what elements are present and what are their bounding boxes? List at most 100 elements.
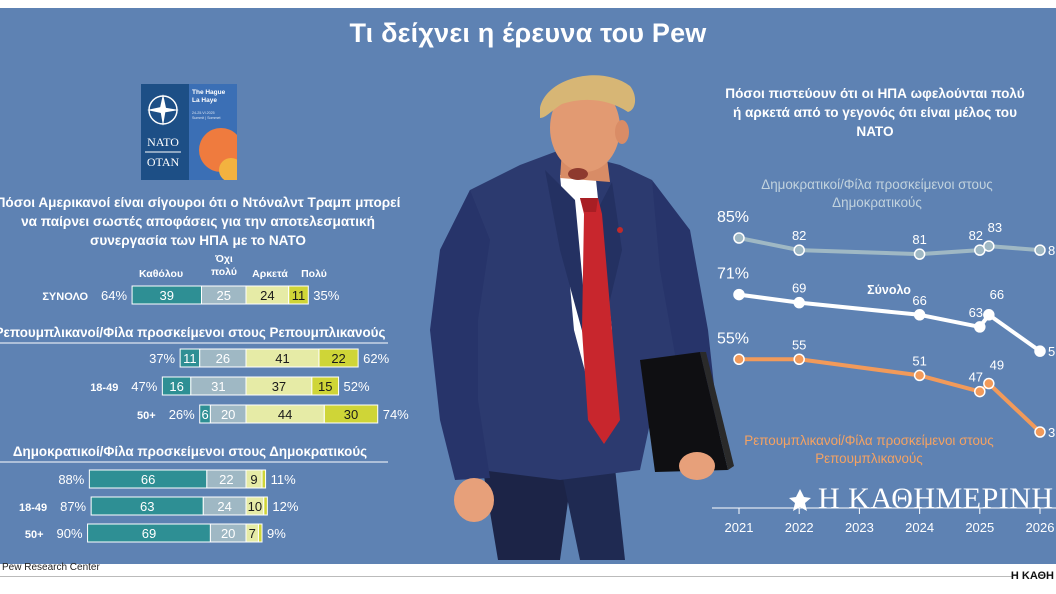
neg-total: 26% [169,407,195,422]
point-label: 66 [912,293,926,308]
series-point [913,309,926,321]
series-point [1034,345,1046,357]
bar-not-very-label: 20 [221,526,235,541]
pos-total: 52% [344,379,370,394]
point-label: 81 [912,232,926,247]
dem-series-label: Δημοκρατικοί/Φίλα προσκείμενοι στους Δημο… [761,177,993,210]
row-label: 18-49 [90,382,118,394]
pos-total: 62% [363,351,389,366]
group-heading: Δημοκρατικοί/Φίλα προσκείμενοι στους Δημ… [13,444,367,459]
series-point [983,240,995,252]
rep-label-line1: Ρεπουμπλικανοί/Φίλα προσκείμενοι στους [744,433,994,448]
rep-series-label: Ρεπουμπλικανοί/Φίλα προσκείμενοι στους Ρε… [744,433,994,466]
point-label: 55 [792,337,806,352]
logo-small-1: 24-25.VI.2025 [192,111,215,115]
bar-not-at-all-label: 6 [201,407,208,422]
point-label: 66 [990,287,1004,302]
series-point [733,353,745,365]
row-label: 50+ [25,529,44,541]
bar-somewhat-label: 41 [275,351,289,366]
series-point [793,244,805,256]
series-point [913,248,926,260]
series-line-1 [738,292,1042,353]
header-very: Πολύ [301,268,327,280]
bar-somewhat-label: 10 [248,499,262,514]
pos-total: 74% [383,407,409,422]
bar-very [288,285,309,305]
bar-not-at-all-label: 66 [141,472,155,487]
bar-not-at-all-label: 69 [142,526,156,541]
series-point [974,321,986,333]
x-tick-label: 2024 [905,520,934,535]
point-label: 82 [969,228,983,243]
neg-total: 47% [131,379,157,394]
point-label: 63 [969,305,983,320]
bar-very [261,469,267,489]
bar-somewhat-label: 44 [278,407,292,422]
bar-somewhat-label: 24 [260,288,274,303]
neg-total: 90% [57,526,83,541]
bar-not-at-all-label: 11 [183,351,197,366]
pos-total: 9% [267,526,286,541]
neg-total: 88% [58,472,84,487]
bar-not-at-all-label: 16 [169,379,183,394]
page-title: Τι δείχνει η έρευνα του Pew [349,18,707,48]
newspaper-name: Η ΚΑΘΗΜΕΡΙΝΗ [818,482,1054,515]
bar-not-at-all-label: 63 [140,499,154,514]
newspaper-emblem-icon [789,489,811,511]
series-point [793,296,805,309]
series-point [983,309,995,321]
logo-small-2: Summit | Sommet [192,116,221,120]
series-point [733,232,745,244]
logo-line-2: La Haye [192,97,217,104]
point-label: 3 [1048,425,1055,440]
point-label: 71% [717,266,749,283]
total-series-label: Σύνολο [867,283,911,297]
header-not-very: Όχι πολύ [211,253,237,278]
series-point [1034,426,1046,438]
bottom-rule [0,576,1012,577]
row-label: 50+ [137,410,156,422]
logo-nato-text: NATO [147,135,179,149]
header-not-very-line2: πολύ [211,266,237,278]
x-tick-label: 2025 [965,520,994,535]
neg-total: 37% [149,351,175,366]
bar-not-very-label: 24 [217,499,231,514]
x-tick-label: 2021 [725,520,754,535]
series-point [1034,244,1046,256]
bar-very [263,496,268,516]
point-label: 55% [717,330,749,347]
header-somewhat: Αρκετά [252,268,288,280]
x-tick-label: 2022 [785,520,814,535]
bar-not-very-label: 22 [219,472,233,487]
dem-label-line2: Δημοκρατικούς [832,195,922,210]
bar-very [323,404,379,424]
row-label: 18-49 [19,502,47,514]
x-tick-label: 2023 [845,520,874,535]
point-label: 5 [1048,344,1055,359]
bar-very [318,348,359,368]
point-label: 49 [990,358,1004,373]
nato-summit-logo: The Hague La Haye 24-25.VI.2025 Summit |… [141,84,237,180]
logo-otan-text: OTAN [147,155,180,169]
group-heading: Ρεπουμπλικανοί/Φίλα προσκείμενοι στους Ρ… [0,325,385,340]
source-credit: Pew Research Center [2,562,100,573]
bottom-brand: Η ΚΑΘΗ [1010,570,1054,582]
bar-not-very-label: 20 [221,407,235,422]
left-chart-question: Πόσοι Αμερικανοί είναι σίγουροι ότι ο Ντ… [0,195,401,248]
bar-somewhat-label: 7 [249,526,256,541]
point-label: 83 [988,220,1002,235]
series-point [974,385,986,398]
series-line-2 [739,357,1042,434]
series-point [983,377,995,390]
point-label: 8 [1048,243,1055,258]
right-chart-question: Πόσοι πιστεύουν ότι οι ΗΠΑ ωφελούνται πο… [725,86,1025,139]
bar-very-label: 30 [344,407,358,422]
series-line-0 [738,236,1041,257]
pos-total: 35% [313,288,339,303]
point-label: 85% [717,209,749,226]
bar-very [257,523,263,543]
